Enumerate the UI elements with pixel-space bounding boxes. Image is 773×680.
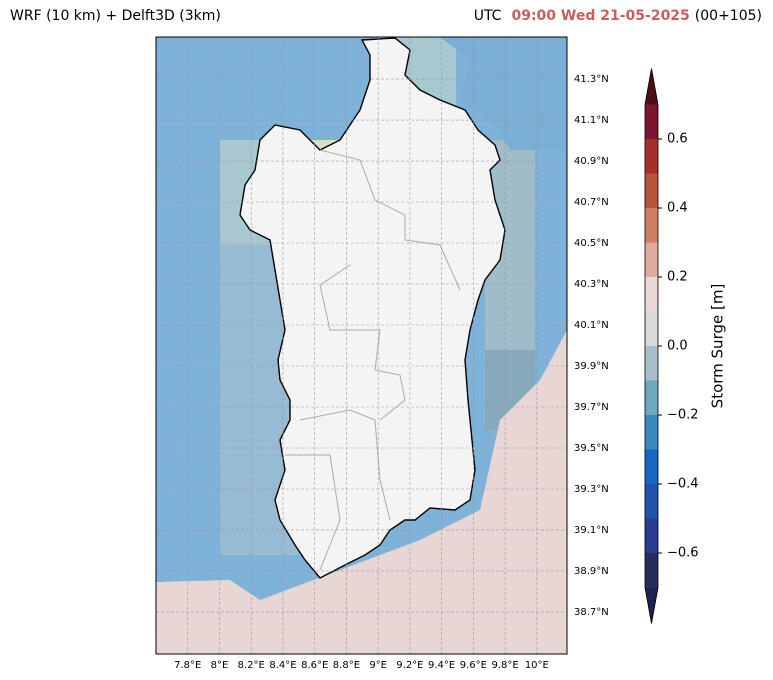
colorbar-band <box>645 346 658 381</box>
run: (00+105) <box>695 8 762 24</box>
colorbar-band <box>645 518 658 553</box>
lon-label: 8.8°E <box>333 660 360 671</box>
colorbar-band <box>645 242 658 277</box>
lon-label: 9.6°E <box>460 660 487 671</box>
lat-label: 40.3°N <box>574 279 609 290</box>
lat-label: 39.1°N <box>574 525 609 536</box>
colorbar-under <box>645 587 658 624</box>
colorbar-band <box>645 277 658 312</box>
lat-label: 40.5°N <box>574 238 609 249</box>
colorbar-tick-label: 0.0 <box>667 339 688 354</box>
lat-label: 40.9°N <box>574 156 609 167</box>
sea <box>440 37 567 150</box>
colorbar-label: Storm Surge [m] <box>709 284 727 409</box>
lon-label: 7.8°E <box>174 660 201 671</box>
title: WRF (10 km) + Delft3D (3km) <box>10 8 221 24</box>
zone: UTC <box>474 8 502 24</box>
colorbar-band <box>645 449 658 484</box>
borders <box>285 149 461 571</box>
lat-label: 40.7°N <box>574 197 609 208</box>
lon-label: 9.4°E <box>428 660 455 671</box>
colorbar-band <box>645 173 658 208</box>
lat-label: 39.7°N <box>574 402 609 413</box>
lon-label: 10°E <box>525 660 549 671</box>
colorbar-tick-label: 0.6 <box>667 132 688 147</box>
valid-time: UTC 09:00 Wed 21-05-2025 (00+105) <box>474 8 762 24</box>
land <box>156 330 567 654</box>
colorbar-tick-label: −0.2 <box>667 408 699 423</box>
colorbar-tick-label: −0.6 <box>667 546 699 561</box>
colorbar-over <box>645 68 658 105</box>
lat-label: 41.1°N <box>574 115 609 126</box>
colorbar-band <box>645 380 658 415</box>
colorbar-band <box>645 104 658 139</box>
lon-label: 8.2°E <box>238 660 265 671</box>
map <box>156 37 567 654</box>
lon-label: 9.8°E <box>491 660 518 671</box>
lon-label: 8.4°E <box>269 660 296 671</box>
colorbar-tick-label: −0.4 <box>667 477 699 492</box>
colorbar-band <box>645 139 658 174</box>
lat-label: 38.7°N <box>574 607 609 618</box>
colorbar-outline <box>644 68 659 624</box>
colorbar-band <box>645 484 658 519</box>
island <box>239 37 506 579</box>
time: 09:00 Wed 21-05-2025 <box>511 8 689 24</box>
lon-label: 9.2°E <box>396 660 423 671</box>
colorbar-band <box>645 553 658 588</box>
lat-label: 39.5°N <box>574 443 609 454</box>
colorbar-band <box>645 208 658 243</box>
colorbar-band <box>645 311 658 346</box>
lat-label: 39.3°N <box>574 484 609 495</box>
lat-label: 41.3°N <box>574 74 609 85</box>
lon-label: 9°E <box>369 660 387 671</box>
colorbar-tick-label: 0.2 <box>667 270 688 285</box>
lat-label: 38.9°N <box>574 566 609 577</box>
lon-label: 8°E <box>211 660 229 671</box>
grid <box>156 37 567 654</box>
colorbar-band <box>645 415 658 450</box>
colorbar-tick-label: 0.4 <box>667 201 688 216</box>
lat-label: 40.1°N <box>574 320 609 331</box>
map-frame <box>155 36 568 655</box>
lat-label: 39.9°N <box>574 361 609 372</box>
lon-label: 8.6°E <box>301 660 328 671</box>
